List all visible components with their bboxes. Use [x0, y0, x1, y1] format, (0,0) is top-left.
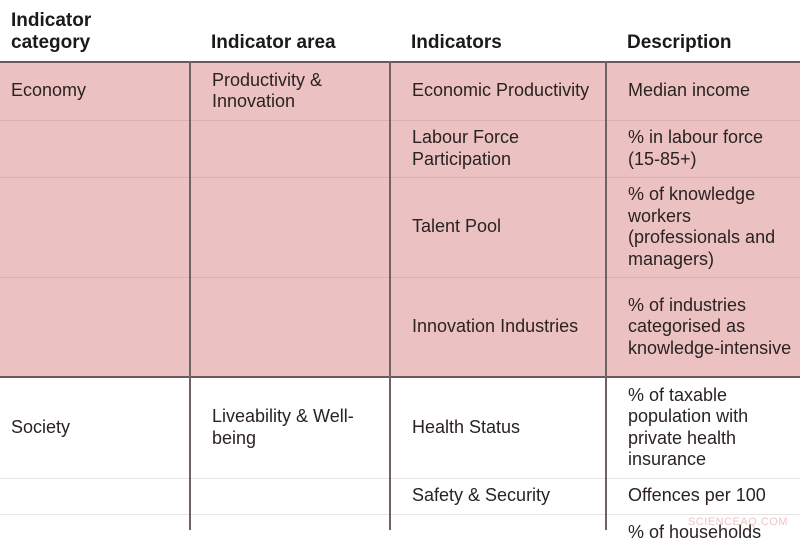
- cell-indicator: [412, 514, 597, 554]
- cell-indicator: Economic Productivity: [412, 80, 590, 101]
- cell-description: Median income: [628, 80, 751, 101]
- cell-area: Productivity & Innovation: [212, 69, 323, 112]
- header-indicators: Indicators: [411, 32, 502, 53]
- cell-description: % of knowledge workers (professionals an…: [628, 184, 776, 269]
- cell-area: Liveability & Well-being: [212, 406, 354, 448]
- cell-area: [212, 120, 382, 177]
- table-row: Labour Force Participation % in labour f…: [0, 120, 800, 177]
- row-divider: [0, 514, 800, 515]
- cell-description: % in labour force (15-85+): [628, 127, 764, 169]
- cell-description: Offences per 100: [628, 485, 766, 506]
- cell-category: [11, 120, 181, 177]
- row-divider: [0, 478, 800, 479]
- header-line: category: [11, 32, 91, 53]
- cell-indicator: Health Status: [412, 416, 521, 437]
- cell-category: [11, 514, 181, 554]
- header-divider: [0, 61, 800, 63]
- cell-description: % of industries categorised as knowledge…: [628, 294, 792, 358]
- table-row: Innovation Industries % of industries ca…: [0, 277, 800, 377]
- table-row: % of households: [0, 514, 800, 554]
- cell-category: Society: [11, 416, 71, 437]
- row-divider: [0, 177, 800, 178]
- cell-category: [11, 478, 181, 514]
- column-divider: [189, 62, 191, 530]
- cell-indicator: Safety & Security: [412, 485, 551, 506]
- cell-indicator: Labour Force Participation: [412, 127, 520, 169]
- row-divider: [0, 277, 800, 278]
- header-line: Indicator: [11, 10, 92, 31]
- cell-category: Economy: [11, 80, 87, 101]
- table-row: Talent Pool % of knowledge workers (prof…: [0, 177, 800, 277]
- table-header: Indicator category Indicator area Indica…: [0, 0, 800, 62]
- header-indicator-category: Indicator category: [11, 10, 91, 54]
- cell-area: [212, 177, 382, 277]
- cell-description: % of taxable population with private hea…: [628, 384, 749, 470]
- watermark: SCIENCEAQ.COM: [687, 516, 788, 528]
- header-description: Description: [627, 32, 732, 53]
- cell-indicator: Talent Pool: [412, 216, 502, 237]
- column-divider: [605, 62, 607, 530]
- table-row: Safety & Security Offences per 100: [0, 478, 800, 514]
- cell-area: [212, 514, 382, 554]
- header-indicator-area: Indicator area: [211, 32, 336, 53]
- table-row: Society Liveability & Well-being Health …: [0, 377, 800, 478]
- section-divider: [0, 376, 800, 378]
- table-row: Economy Productivity & Innovation Econom…: [0, 62, 800, 120]
- cell-area: [212, 478, 382, 514]
- cell-category: [11, 277, 181, 377]
- cell-indicator: Innovation Industries: [412, 316, 579, 337]
- column-divider: [389, 62, 391, 530]
- cell-category: [11, 177, 181, 277]
- row-divider: [0, 120, 800, 121]
- cell-area: [212, 277, 382, 377]
